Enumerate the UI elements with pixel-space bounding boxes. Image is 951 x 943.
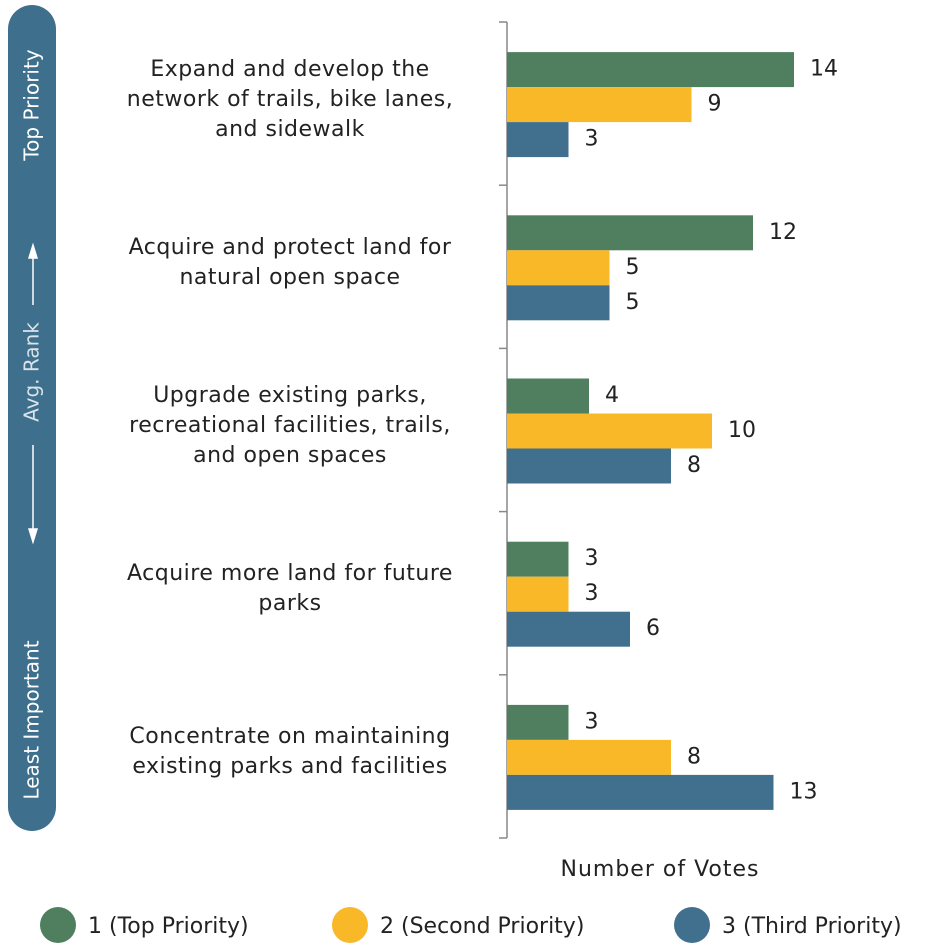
bar xyxy=(507,52,794,88)
bar xyxy=(507,122,569,158)
legend-swatch xyxy=(674,907,710,943)
bar xyxy=(507,611,630,647)
bar xyxy=(507,378,589,414)
side-arrows xyxy=(27,242,39,545)
value-label: 3 xyxy=(585,546,599,571)
value-label: 8 xyxy=(687,744,701,769)
value-label: 6 xyxy=(646,616,660,641)
side-label-top: Top Priority xyxy=(20,49,44,161)
category-label: Acquire and protect land for natural ope… xyxy=(128,234,452,290)
value-label: 14 xyxy=(810,57,838,82)
bar xyxy=(507,576,569,612)
side-label-bottom: Least Important xyxy=(20,640,44,799)
bar xyxy=(507,448,671,484)
category-label: Expand and develop the network of trails… xyxy=(126,56,454,142)
value-label: 5 xyxy=(626,255,640,280)
category-label: Acquire more land for future parks xyxy=(127,561,453,617)
bar xyxy=(507,541,569,577)
value-label: 3 xyxy=(585,127,599,152)
value-label: 12 xyxy=(769,220,797,245)
side-pill xyxy=(8,5,56,831)
bar xyxy=(507,739,671,775)
value-label: 8 xyxy=(687,453,701,478)
value-label: 3 xyxy=(585,709,599,734)
bar xyxy=(507,215,753,251)
category-label: Concentrate on maintaining existing park… xyxy=(129,724,451,780)
value-label: 9 xyxy=(708,92,722,117)
bar xyxy=(507,704,569,740)
legend-swatch xyxy=(332,907,368,943)
value-label: 13 xyxy=(790,779,818,804)
bar xyxy=(507,413,712,449)
category-label: Upgrade existing parks, recreational fac… xyxy=(129,383,451,468)
bar xyxy=(507,250,610,286)
bar xyxy=(507,285,610,321)
legend-label: 2 (Second Priority) xyxy=(380,914,584,939)
bar xyxy=(507,774,774,810)
legend-label: 3 (Third Priority) xyxy=(722,914,902,939)
value-label: 4 xyxy=(605,383,619,408)
side-label-middle: Avg. Rank xyxy=(20,322,44,422)
value-label: 3 xyxy=(585,581,599,606)
bar xyxy=(507,87,692,123)
value-label: 5 xyxy=(626,290,640,315)
legend-label: 1 (Top Priority) xyxy=(88,914,249,939)
x-axis-label: Number of Votes xyxy=(561,857,760,882)
legend-swatch xyxy=(40,907,76,943)
value-label: 10 xyxy=(728,418,756,443)
